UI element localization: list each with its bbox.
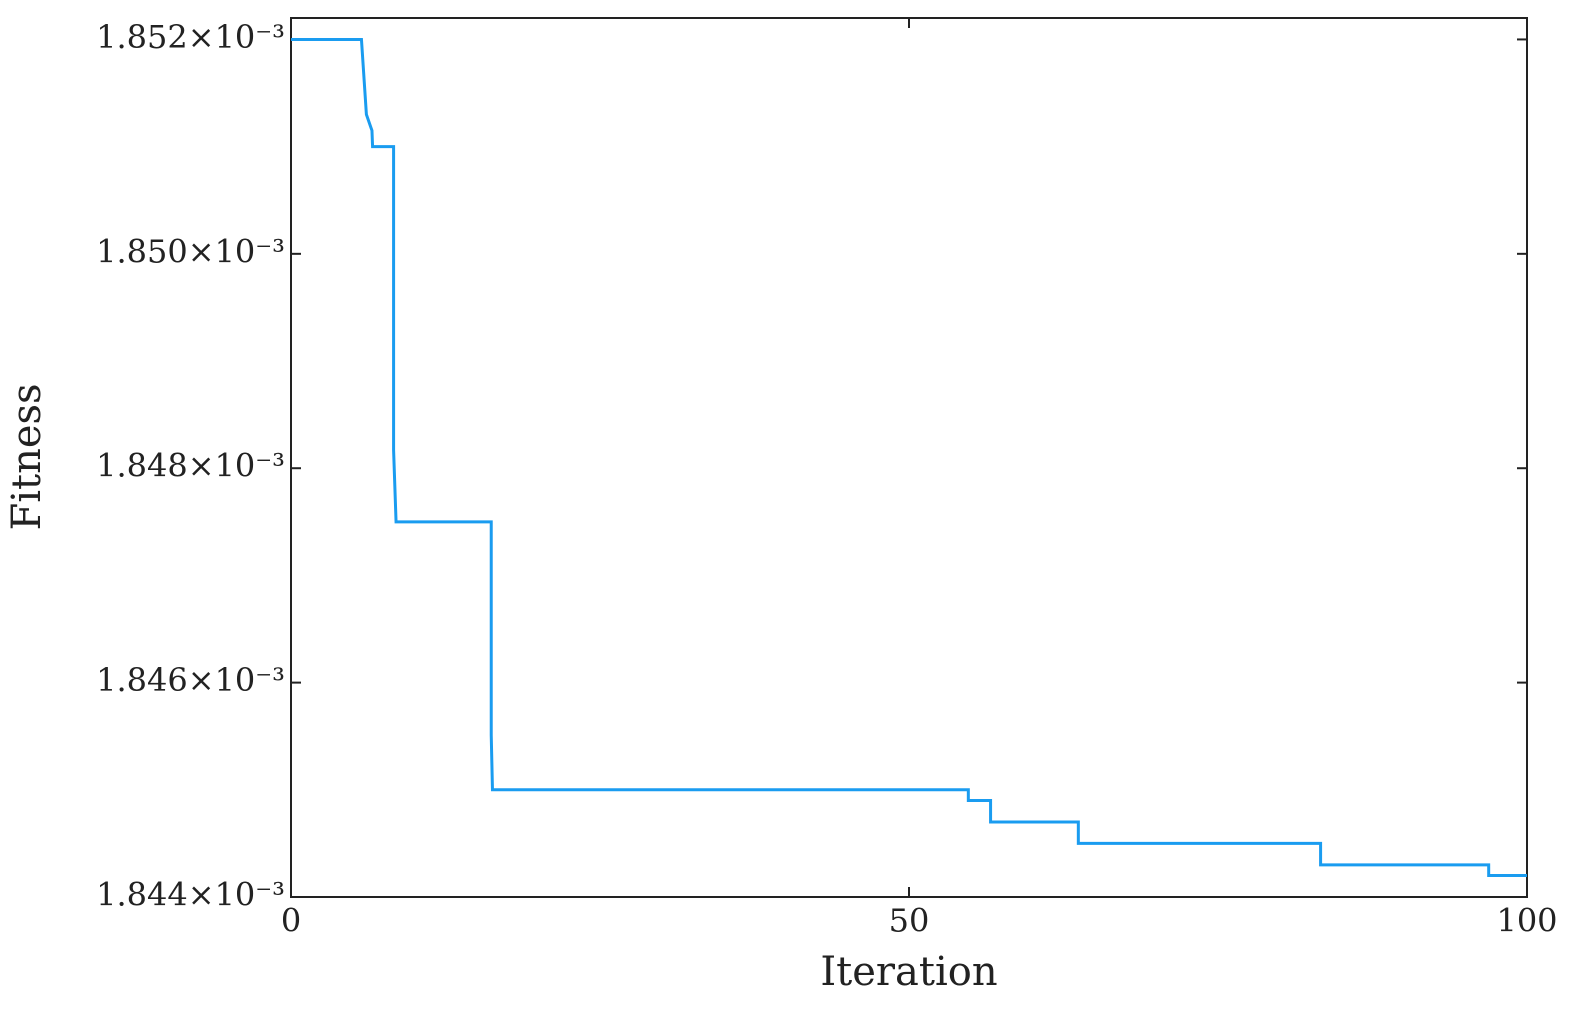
x-tick-label: 0 [281,902,301,940]
y-tick-label: 1.850×10⁻³ [96,232,285,270]
x-tick-label: 50 [889,902,930,940]
y-tick-label: 1.852×10⁻³ [96,18,285,56]
y-axis-label: Fitness [4,383,50,530]
y-tick-label: 1.848×10⁻³ [96,447,285,485]
y-tick-label: 1.846×10⁻³ [96,661,285,699]
x-axis-label: Iteration [820,949,997,995]
plot-frame [290,17,1528,898]
y-tick-label: 1.844×10⁻³ [96,876,285,914]
fitness-line [291,37,1527,878]
x-tick-label: 100 [1496,902,1557,940]
